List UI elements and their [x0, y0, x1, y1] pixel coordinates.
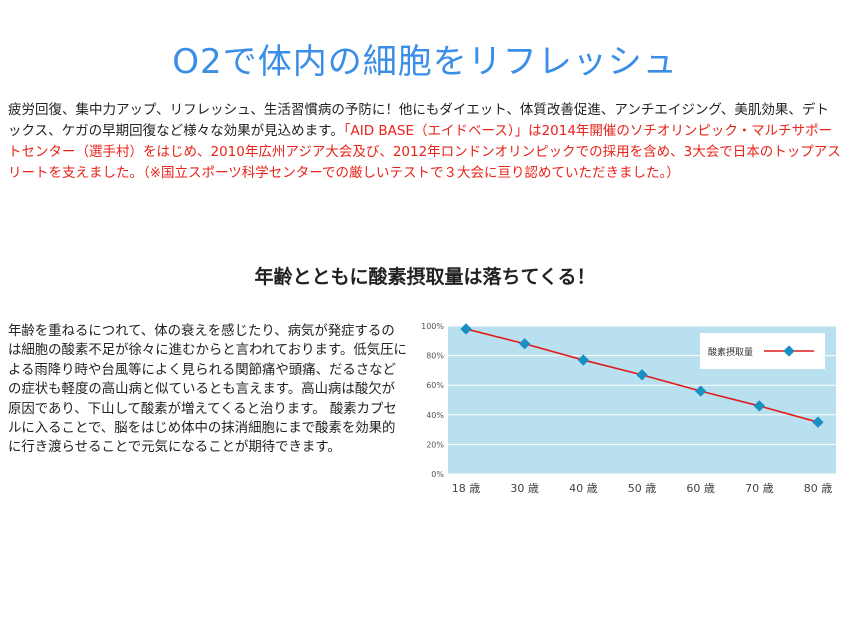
y-tick-label: 0% [431, 470, 444, 479]
x-tick-label: 50 歳 [628, 482, 657, 495]
x-axis-ticks: 18 歳 30 歳 40 歳 50 歳 60 歳 70 歳 80 歳 [452, 482, 833, 495]
x-tick-label: 70 歳 [745, 482, 774, 495]
y-tick-label: 60% [426, 381, 444, 390]
oxygen-intake-chart: 0% 20% 40% 60% 80% 100% 18 歳 30 歳 40 歳 50 歳 60 歳 7… [421, 322, 836, 495]
data-point [812, 416, 824, 428]
data-point [695, 385, 707, 397]
legend: 酸素摂取量 [700, 333, 825, 369]
x-tick-label: 80 歳 [804, 482, 833, 495]
x-tick-label: 60 歳 [686, 482, 715, 495]
x-tick-label: 30 歳 [510, 482, 539, 495]
section-title: 年齢とともに酸素摂取量は落ちてくる！ [254, 266, 596, 288]
section-body-text: 年齢を重ねるにつれて、体の衰えを感じたり、病気が発症するのは細胞の酸素不足が徐々… [8, 324, 407, 456]
y-tick-label: 100% [421, 322, 444, 331]
y-tick-label: 20% [426, 440, 444, 449]
x-tick-label: 18 歳 [452, 482, 481, 495]
page-title: O2で体内の細胞をリフレッシュ [172, 42, 678, 82]
y-tick-label: 80% [426, 352, 444, 361]
intro-highlight-text: 「AID BASE（エイドベース）」は2014年開催のソチオリンピック・マルチサ… [8, 123, 841, 181]
legend-label: 酸素摂取量 [708, 346, 753, 358]
intro-text: 疲労回復、集中力アップ、リフレッシュ、生活習慣病の予防に！他にもダイエット、体質… [8, 102, 829, 139]
x-tick-label: 40 歳 [569, 482, 598, 495]
y-tick-label: 40% [426, 411, 444, 420]
intro-paragraph: 疲労回復、集中力アップ、リフレッシュ、生活習慣病の予防に！他にもダイエット、体質… [8, 100, 842, 184]
y-axis-ticks: 0% 20% 40% 60% 80% 100% [421, 322, 444, 479]
data-point [753, 400, 765, 412]
